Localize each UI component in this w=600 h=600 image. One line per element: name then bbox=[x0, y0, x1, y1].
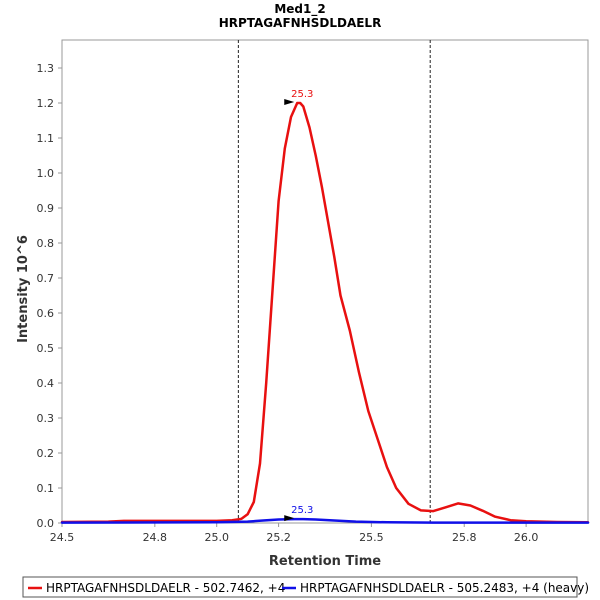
plot-area bbox=[61, 39, 589, 524]
legend-label-heavy: HRPTAGAFNHSDLDAELR - 505.2483, +4 (heavy… bbox=[300, 581, 589, 595]
y-tick-label: 0.6 bbox=[37, 307, 55, 320]
x-axis-label: Retention Time bbox=[269, 554, 381, 569]
x-tick-label: 25.0 bbox=[204, 531, 229, 544]
chart-subtitle: HRPTAGAFNHSDLDAELR bbox=[219, 16, 382, 30]
y-axis-label: Intensity 10^6 bbox=[16, 235, 31, 343]
y-tick-label: 1.3 bbox=[37, 62, 55, 75]
y-tick-label: 0.5 bbox=[37, 342, 55, 355]
x-tick-label: 25.8 bbox=[452, 531, 477, 544]
peak-rt-label: 25.3 bbox=[291, 505, 313, 516]
legend-box bbox=[22, 576, 578, 598]
legend: HRPTAGAFNHSDLDAELR - 502.7462, +4 HRPTAG… bbox=[22, 576, 589, 598]
peak-rt-label: 25.3 bbox=[291, 89, 313, 100]
x-tick-label: 24.5 bbox=[50, 531, 75, 544]
y-tick-label: 1.0 bbox=[37, 167, 55, 180]
series-lines bbox=[60, 101, 590, 524]
y-tick-label: 0.7 bbox=[37, 272, 55, 285]
peak-arrow-marker bbox=[284, 99, 295, 105]
peak-annotations: 25.3 25.3 bbox=[284, 89, 313, 522]
y-tick-label: 0.3 bbox=[37, 412, 55, 425]
chart-title: Med1_2 bbox=[274, 2, 325, 17]
y-tick-label: 0.4 bbox=[37, 377, 55, 390]
y-tick-label: 0.8 bbox=[37, 237, 55, 250]
x-tick-label: 24.8 bbox=[143, 531, 168, 544]
series-heavy-line bbox=[60, 517, 590, 524]
integration-boundaries bbox=[237, 40, 431, 523]
x-tick-label: 25.2 bbox=[266, 531, 291, 544]
y-tick-label: 0.9 bbox=[37, 202, 55, 215]
y-tick-label: 1.1 bbox=[37, 132, 55, 145]
y-axis: 0.0 0.1 0.2 0.3 0.4 0.5 0.6 0.7 0.8 0.9 1.0 1.1 1.2 1… bbox=[37, 62, 62, 530]
legend-label-light: HRPTAGAFNHSDLDAELR - 502.7462, +4 bbox=[46, 581, 285, 595]
y-tick-label: 0.1 bbox=[37, 482, 55, 495]
y-tick-label: 1.2 bbox=[37, 97, 55, 110]
y-tick-label: 0.2 bbox=[37, 447, 55, 460]
x-tick-label: 25.5 bbox=[359, 531, 384, 544]
peak-arrow-marker bbox=[284, 515, 295, 522]
x-tick-label: 26.0 bbox=[514, 531, 539, 544]
y-tick-label: 0.0 bbox=[37, 517, 55, 530]
x-axis: 24.5 24.8 25.0 25.2 25.5 25.8 26.0 bbox=[50, 523, 539, 544]
series-light-line bbox=[60, 101, 590, 524]
